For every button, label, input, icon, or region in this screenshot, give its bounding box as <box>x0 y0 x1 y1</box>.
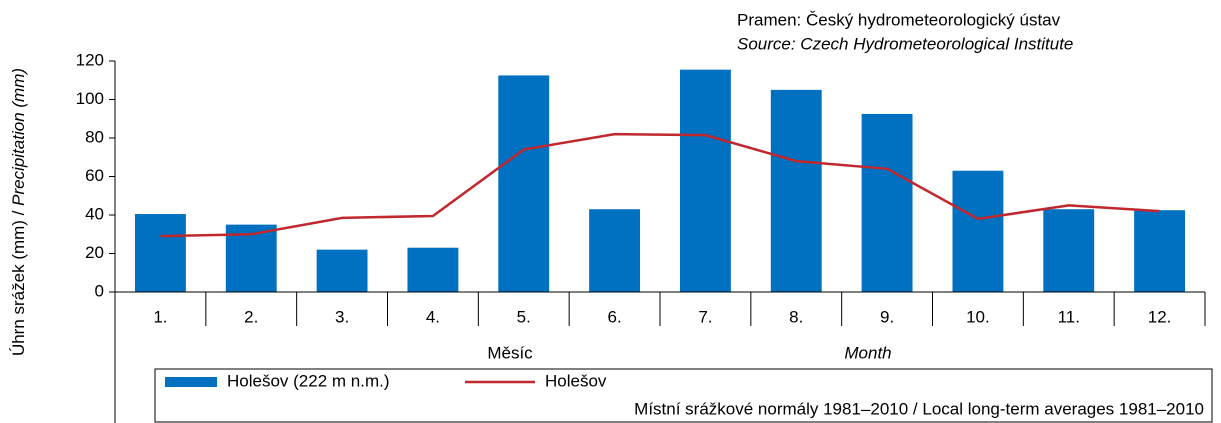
bar <box>589 209 641 292</box>
y-label-cz: Úhrn srážek (mm) / <box>9 206 28 356</box>
bar <box>679 69 731 292</box>
x-tick-label: 8. <box>789 307 803 326</box>
legend-label: Holešov (222 m n.m.) <box>227 371 390 390</box>
bar <box>134 214 186 292</box>
y-tick-label: 120 <box>76 50 104 69</box>
bar <box>407 247 459 292</box>
y-tick-label: 20 <box>85 243 104 262</box>
x-tick-label: 11. <box>1058 307 1080 326</box>
bar <box>1134 210 1186 292</box>
legend-label: Holešov <box>545 371 607 390</box>
x-tick-label: 1. <box>153 307 167 326</box>
bar <box>861 113 913 292</box>
x-tick-label: 6. <box>607 307 621 326</box>
bar <box>952 170 1004 292</box>
y-tick-label: 100 <box>76 89 104 108</box>
bar <box>770 89 822 292</box>
x-tick-label: 4. <box>426 307 440 326</box>
x-tick-label: 12. <box>1148 307 1172 326</box>
source-en: Source: Czech Hydrometeorological Instit… <box>737 34 1073 53</box>
note: Místní srážkové normály 1981–2010 / Loca… <box>634 399 1204 418</box>
x-label-en: Month <box>844 343 891 362</box>
x-tick-label: 9. <box>880 307 894 326</box>
source-cz: Pramen: Český hydrometeorologický ústav <box>737 10 1061 29</box>
y-label-en: Precipitation (mm) <box>9 68 28 206</box>
x-tick-label: 2. <box>244 307 258 326</box>
legend-box <box>154 368 1213 423</box>
y-axis-label: Úhrn srážek (mm) / Precipitation (mm) <box>9 68 28 356</box>
y-tick-label: 0 <box>95 281 104 300</box>
x-tick-label: 7. <box>698 307 712 326</box>
legend-swatch <box>165 377 217 387</box>
x-tick-label: 3. <box>335 307 349 326</box>
bar <box>1043 209 1095 292</box>
y-tick-label: 60 <box>85 166 104 185</box>
y-tick-label: 40 <box>85 204 104 223</box>
x-label-cz: Měsíc <box>487 343 533 362</box>
y-tick-label: 80 <box>85 127 104 146</box>
line <box>160 132 1160 238</box>
bar <box>316 249 368 292</box>
x-tick-label: 10. <box>966 307 990 326</box>
bar <box>498 75 550 292</box>
x-tick-label: 5. <box>517 307 531 326</box>
